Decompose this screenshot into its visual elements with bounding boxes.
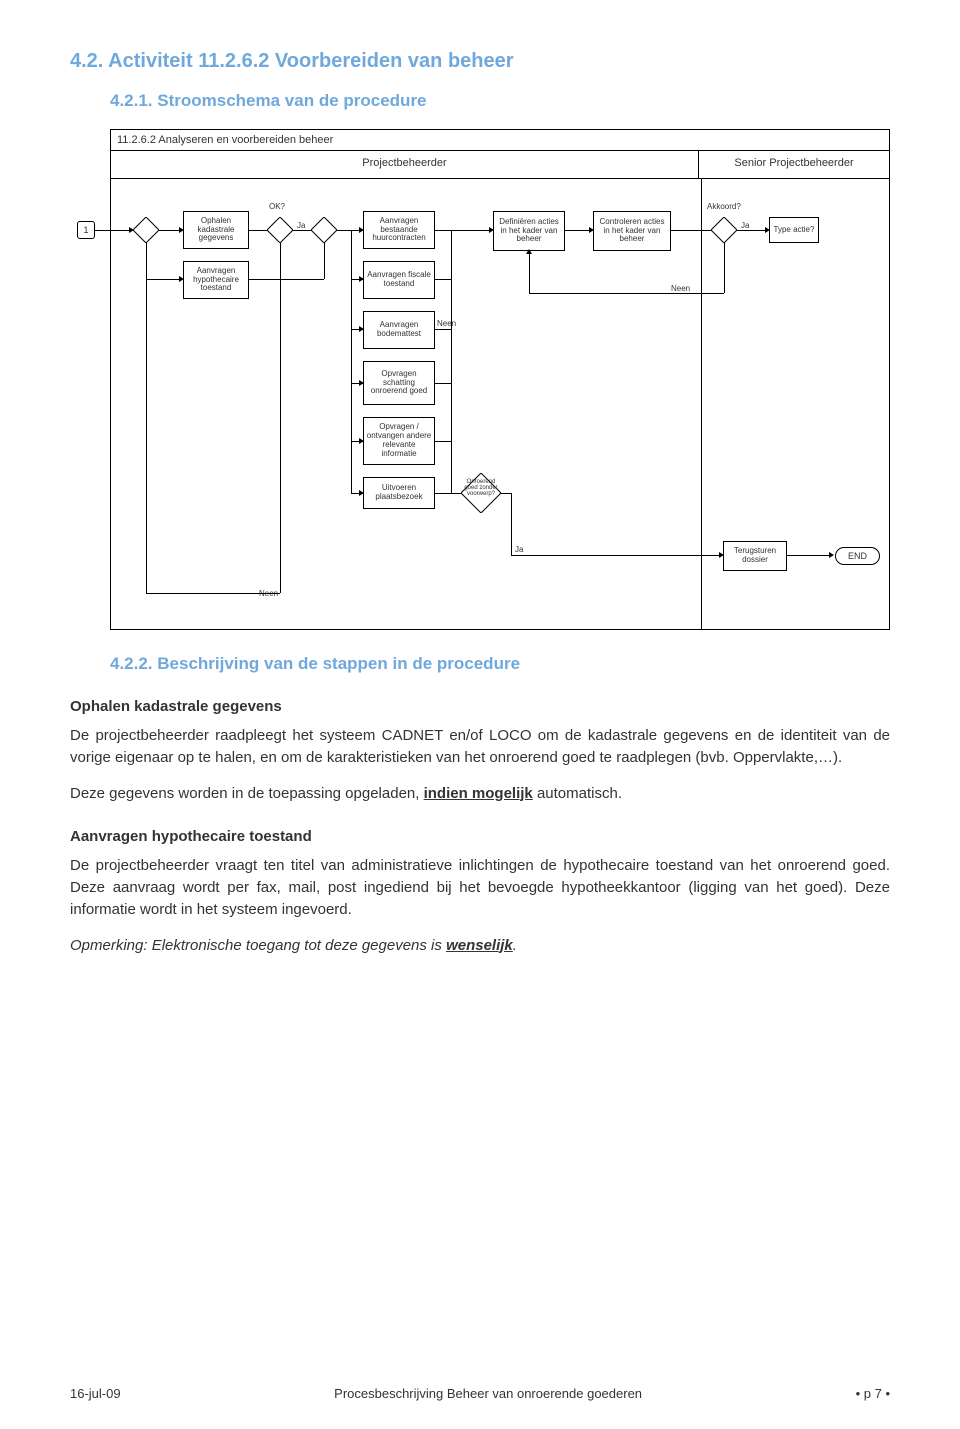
heading-3-stroomschema: 4.2.1. Stroomschema van de procedure bbox=[110, 91, 890, 111]
node-uitvoeren-plaatsbezoek: Uitvoeren plaatsbezoek bbox=[363, 477, 435, 509]
footer-page: • p 7 • bbox=[856, 1386, 890, 1401]
node-aanvragen-bodemattest: Aanvragen bodemattest bbox=[363, 311, 435, 349]
decision-ok bbox=[267, 217, 293, 243]
node-definieren-acties: Definiëren acties in het kader van behee… bbox=[493, 211, 565, 251]
label-ja-1: Ja bbox=[297, 221, 305, 230]
node-opvragen-schatting: Opvragen schatting onroerend goed bbox=[363, 361, 435, 405]
section-ophalen: Ophalen kadastrale gegevens De projectbe… bbox=[70, 698, 890, 804]
decision-akkoord-label: Akkoord? bbox=[707, 202, 741, 211]
flowchart-canvas: 1 Ophalen kadastrale gegevens Aanvragen … bbox=[111, 179, 889, 629]
text: . bbox=[513, 937, 517, 954]
decision-ok-label: OK? bbox=[269, 202, 285, 211]
gateway-merge bbox=[311, 217, 337, 243]
section-head-ophalen: Ophalen kadastrale gegevens bbox=[70, 698, 890, 715]
text-underline: indien mogelijk bbox=[424, 785, 533, 802]
heading-3-beschrijving: 4.2.2. Beschrijving van de stappen in de… bbox=[110, 654, 890, 674]
flowchart-title: 11.2.6.2 Analyseren en voorbereiden behe… bbox=[111, 130, 889, 151]
paragraph: De projectbeheerder raadpleegt het syste… bbox=[70, 725, 890, 769]
paragraph-italic: Opmerking: Elektronische toegang tot dez… bbox=[70, 935, 890, 957]
text: Deze gegevens worden in de toepassing op… bbox=[70, 785, 424, 802]
text: Opmerking: Elektronische toegang tot dez… bbox=[70, 937, 446, 954]
decision-akkoord bbox=[711, 217, 737, 243]
node-aanvragen-huurcontracten: Aanvragen bestaande huurcontracten bbox=[363, 211, 435, 249]
swimlane-projectbeheerder: Projectbeheerder bbox=[111, 151, 699, 178]
page: 4.2. Activiteit 11.2.6.2 Voorbereiden va… bbox=[0, 0, 960, 1429]
gateway-split bbox=[133, 217, 159, 243]
start-node: 1 bbox=[77, 221, 95, 239]
swimlane-senior: Senior Projectbeheerder bbox=[699, 151, 889, 178]
footer-date: 16-jul-09 bbox=[70, 1386, 121, 1401]
node-ophalen-kadastrale: Ophalen kadastrale gegevens bbox=[183, 211, 249, 249]
paragraph: Deze gegevens worden in de toepassing op… bbox=[70, 783, 890, 805]
heading-2: 4.2. Activiteit 11.2.6.2 Voorbereiden va… bbox=[70, 50, 890, 73]
label-neen-stack: Neen bbox=[437, 319, 456, 328]
flowchart: 11.2.6.2 Analyseren en voorbereiden behe… bbox=[70, 129, 890, 630]
node-opvragen-andere: Opvragen / ontvangen andere relevante in… bbox=[363, 417, 435, 465]
node-terugsturen-dossier: Terugsturen dossier bbox=[723, 541, 787, 571]
decision-zonder-label: Onroerend goed zonder voorwerp? bbox=[463, 479, 499, 497]
node-controleren-acties: Controleren acties in het kader van behe… bbox=[593, 211, 671, 251]
node-aanvragen-hypothecaire: Aanvragen hypothecaire toestand bbox=[183, 261, 249, 299]
paragraph: De projectbeheerder vraagt ten titel van… bbox=[70, 855, 890, 920]
text-underline: wenselijk bbox=[446, 937, 513, 954]
node-aanvragen-fiscaal: Aanvragen fiscale toestand bbox=[363, 261, 435, 299]
footer-title: Procesbeschrijving Beheer van onroerende… bbox=[334, 1386, 642, 1401]
section-hypothecaire: Aanvragen hypothecaire toestand De proje… bbox=[70, 828, 890, 956]
label-ja-3: Ja bbox=[515, 545, 523, 554]
page-footer: 16-jul-09 Procesbeschrijving Beheer van … bbox=[70, 1386, 890, 1401]
text: automatisch. bbox=[533, 785, 622, 802]
node-type-actie: Type actie? bbox=[769, 217, 819, 243]
section-head-hypothecaire: Aanvragen hypothecaire toestand bbox=[70, 828, 890, 845]
label-neen-2: Neen bbox=[671, 284, 690, 293]
label-ja-2: Ja bbox=[741, 221, 749, 230]
end-node: END bbox=[835, 547, 880, 565]
